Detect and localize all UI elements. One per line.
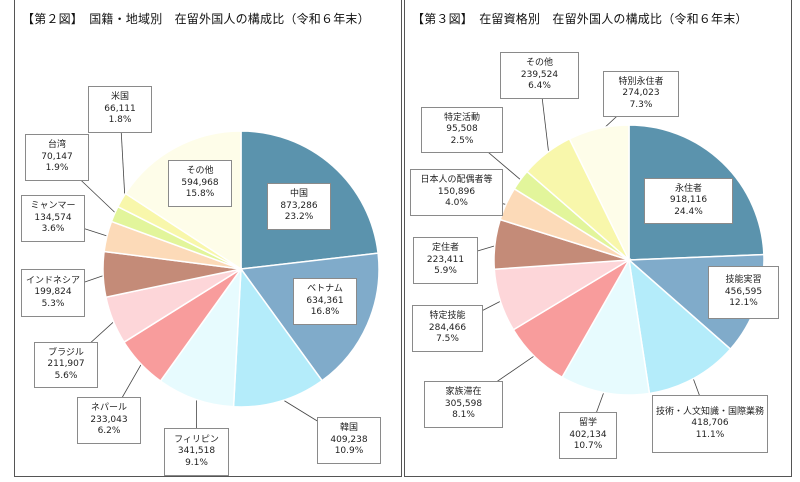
data-label-1-0: 永住者 918,116 24.4%	[644, 178, 733, 224]
data-label-label: 韓国	[339, 423, 358, 434]
data-label-label: 日本人の配偶者等	[420, 175, 493, 186]
pie-slice-1-10	[568, 124, 630, 261]
data-label-label: 台湾	[47, 140, 66, 151]
pie-slice-1-3	[561, 257, 651, 396]
data-label-0-5: ブラジル 211,907 5.6%	[34, 342, 98, 388]
data-label-pct: 1.8%	[108, 115, 132, 126]
data-label-0-8: 台湾 70,147 1.9%	[25, 134, 89, 181]
data-label-1-3: 留学 402,134 10.7%	[559, 412, 617, 459]
data-label-label: フィリピン	[174, 434, 219, 445]
data-label-value-text: 66,111	[104, 103, 136, 114]
data-label-value-text: 274,023	[622, 88, 660, 99]
data-label-label: 特定技能	[429, 311, 466, 322]
data-label-label: 米国	[110, 92, 129, 103]
data-label-1-5: 特定技能 284,466 7.5%	[412, 305, 483, 352]
data-label-value-text: 305,598	[444, 398, 483, 409]
data-label-label: 特定活動	[443, 112, 480, 123]
data-label-value-text: 341,518	[177, 446, 216, 457]
data-label-label: 技能実習	[725, 275, 762, 286]
data-label-label: インドネシア	[25, 275, 80, 286]
data-label-label: ベトナム	[307, 284, 343, 295]
data-label-pct: 1.9%	[45, 163, 69, 174]
data-label-pct: 11.1%	[695, 429, 725, 440]
data-label-value-text: 456,595	[724, 286, 763, 297]
data-label-label: ネパール	[90, 403, 127, 414]
data-label-value-text: 594,968	[181, 177, 219, 188]
data-label-pct: 10.9%	[334, 446, 364, 457]
data-label-value-text: 233,043	[90, 414, 128, 425]
data-label-value-text: 402,134	[569, 429, 607, 440]
data-label-pct: 16.8%	[310, 307, 340, 318]
data-label-value-text: 150,896	[437, 186, 476, 197]
data-label-value-text: 70,147	[41, 151, 73, 162]
data-label-value-text: 223,411	[426, 254, 465, 265]
data-label-label: ブラジル	[48, 347, 84, 358]
data-label-value-text: 873,286	[280, 200, 318, 211]
data-label-pct: 7.5%	[436, 334, 459, 345]
pie-slice-0-3	[159, 266, 242, 408]
data-label-value-text: 418,706	[691, 418, 729, 429]
data-label-pct: 24.4%	[674, 206, 703, 217]
data-label-label: 特別永住者	[618, 76, 664, 87]
data-label-pct: 6.4%	[528, 81, 551, 92]
data-label-label: 永住者	[674, 183, 702, 194]
data-label-pct: 7.3%	[629, 99, 653, 110]
data-label-0-3: フィリピン 341,518 9.1%	[164, 428, 229, 476]
data-label-pct: 3.6%	[41, 224, 65, 235]
data-label-1-9: その他 239,524 6.4%	[500, 52, 579, 99]
data-label-1-4: 家族滞在 305,598 8.1%	[424, 381, 503, 428]
data-label-label: その他	[186, 166, 214, 177]
data-label-pct: 9.1%	[185, 457, 208, 468]
data-label-value-text: 211,907	[47, 359, 85, 370]
data-label-pct: 5.6%	[54, 370, 78, 381]
pie-slice-0-2	[232, 266, 324, 408]
data-label-label: 定住者	[431, 243, 459, 254]
data-label-0-9: 米国 66,111 1.8%	[88, 86, 152, 133]
data-label-1-2: 技術・人文知識・国際業務 418,706 11.1%	[652, 395, 768, 453]
chart-title-nationality: 【第２図】 国籍・地域別 在留外国人の構成比（令和６年末）	[22, 12, 370, 26]
data-label-1-10: 特別永住者 274,023 7.3%	[603, 71, 679, 117]
data-label-pct: 5.9%	[434, 266, 457, 277]
data-label-pct: 6.2%	[97, 426, 121, 437]
data-label-value-text: 134,574	[34, 212, 72, 223]
data-label-0-4: ネパール 233,043 6.2%	[77, 397, 141, 444]
data-label-label: 中国	[289, 189, 308, 200]
data-label-label: 留学	[578, 418, 597, 429]
data-label-pct: 15.8%	[185, 189, 215, 200]
data-label-pct: 8.1%	[452, 410, 475, 421]
data-label-value-text: 239,524	[520, 69, 559, 80]
data-label-0-2: 韓国 409,238 10.9%	[317, 417, 381, 464]
data-label-0-1: ベトナム 634,361 16.8%	[293, 278, 357, 325]
data-label-1-8: 特定活動 95,508 2.5%	[421, 107, 503, 153]
data-label-0-7: ミャンマー 134,574 3.6%	[21, 195, 85, 242]
data-label-pct: 2.5%	[450, 135, 474, 146]
chart-title-status: 【第３図】 在留資格別 在留外国人の構成比（令和６年末）	[412, 12, 748, 26]
data-label-1-6: 定住者 223,411 5.9%	[413, 237, 478, 284]
pie-slice-1-2	[627, 258, 732, 395]
data-label-value-text: 284,466	[428, 322, 467, 333]
data-label-value-text: 634,361	[306, 295, 344, 306]
panel-nationality	[14, 0, 402, 477]
data-label-1-7: 日本人の配偶者等 150,896 4.0%	[410, 169, 503, 216]
data-label-label: 家族滞在	[445, 387, 482, 398]
data-label-0-6: インドネシア 199,824 5.3%	[21, 269, 85, 317]
data-label-label: その他	[525, 58, 553, 69]
data-label-pct: 10.7%	[573, 441, 603, 452]
data-label-0-10: その他 594,968 15.8%	[168, 160, 232, 207]
data-label-1-1: 技能実習 456,595 12.1%	[708, 266, 779, 319]
data-label-0-0: 中国 873,286 23.2%	[267, 183, 331, 230]
data-label-label: ミャンマー	[30, 201, 76, 212]
data-label-pct: 5.3%	[41, 298, 65, 309]
data-label-pct: 23.2%	[284, 212, 314, 223]
data-label-label: 技術・人文知識・国際業務	[655, 406, 764, 417]
data-label-pct: 12.1%	[729, 298, 758, 309]
data-label-value-text: 918,116	[669, 195, 708, 206]
data-label-pct: 4.0%	[445, 198, 468, 209]
data-label-value-text: 409,238	[330, 434, 368, 445]
data-label-value-text: 95,508	[446, 124, 478, 135]
panel-status	[404, 0, 792, 477]
data-label-value-text: 199,824	[34, 287, 72, 298]
